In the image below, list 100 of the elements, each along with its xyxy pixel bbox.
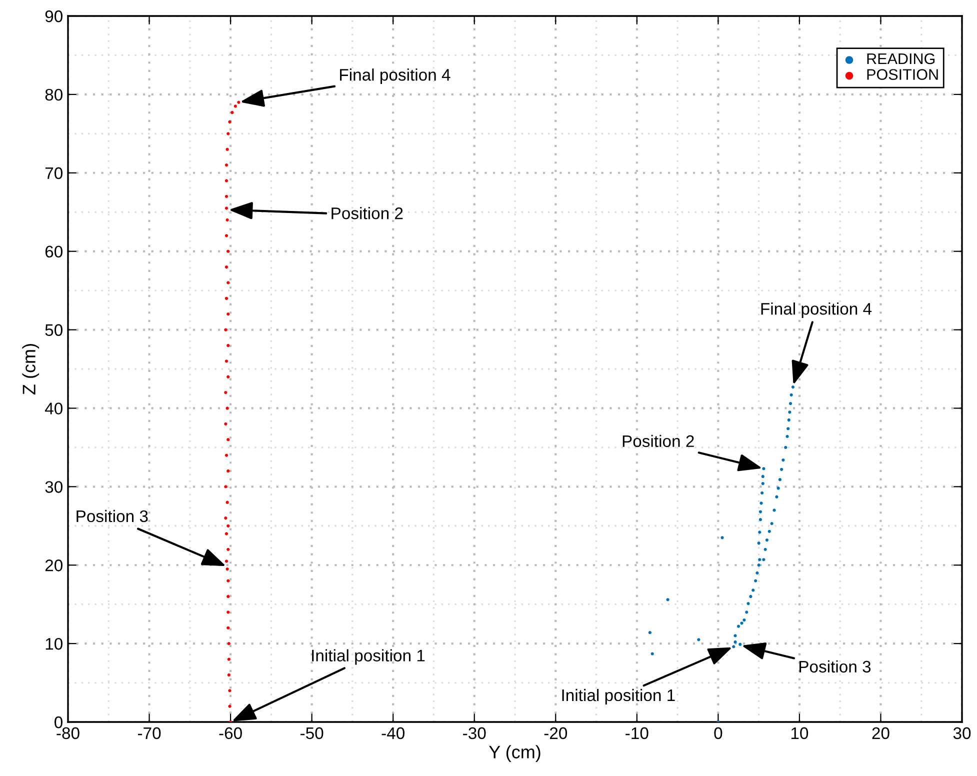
x-tick-label: -30 [463, 727, 486, 740]
x-tick-label: -60 [219, 727, 242, 740]
x-tick-label: -50 [300, 727, 324, 740]
point [762, 467, 766, 470]
legend-label: POSITION [867, 69, 938, 80]
point [237, 100, 240, 104]
point [226, 250, 230, 253]
point [762, 558, 766, 562]
point [224, 234, 228, 238]
point [788, 402, 792, 406]
x-tick-label: -80 [56, 727, 80, 740]
point [770, 522, 774, 526]
point [234, 104, 237, 108]
y-tick-label: 20 [45, 560, 62, 572]
point [782, 458, 785, 462]
point [224, 328, 228, 332]
point [224, 206, 228, 210]
x-tick-label: -20 [544, 727, 568, 740]
x-tick-label: 30 [953, 727, 971, 740]
point [227, 673, 230, 676]
point [754, 579, 758, 582]
point [224, 516, 228, 520]
point [749, 594, 752, 598]
point [788, 410, 792, 414]
point [758, 558, 762, 562]
annotation: Final position 4 [761, 302, 872, 318]
point [776, 486, 780, 490]
point [226, 469, 230, 473]
point [227, 642, 230, 646]
point [228, 120, 232, 124]
point [666, 598, 670, 602]
legend-label: READING [867, 53, 935, 64]
point [752, 588, 755, 592]
point [757, 542, 760, 545]
annotation: Position 3 [799, 660, 871, 673]
point [226, 626, 230, 630]
x-tick-label: -40 [382, 727, 404, 740]
point [224, 179, 228, 182]
point [224, 560, 228, 563]
point [228, 689, 232, 692]
point [758, 518, 762, 522]
point [224, 265, 228, 269]
point [226, 610, 230, 614]
y-tick-label: 40 [44, 402, 62, 414]
point [758, 510, 762, 514]
point [732, 645, 736, 648]
point [772, 508, 776, 512]
y-tick-label: 10 [46, 638, 62, 650]
point [786, 427, 790, 430]
point [226, 579, 230, 582]
point [738, 642, 742, 646]
x-tick-label: -10 [626, 727, 648, 740]
point [757, 564, 760, 567]
y-tick-label: 0 [54, 716, 62, 728]
x-tick-label: 10 [791, 727, 808, 740]
point [224, 532, 228, 536]
point [756, 571, 759, 575]
y-tick-label: 30 [45, 481, 62, 493]
point [736, 624, 740, 628]
point [224, 390, 228, 394]
point [650, 652, 654, 656]
point [786, 434, 789, 438]
annotation: Final position 4 [340, 68, 450, 84]
point [761, 482, 764, 486]
point [224, 422, 228, 426]
point [758, 530, 762, 534]
point [787, 418, 790, 422]
point [226, 375, 230, 378]
x-axis-title: Y (cm) [488, 745, 540, 762]
y-tick-label: 60 [45, 246, 62, 258]
point [697, 638, 700, 642]
point [745, 610, 748, 614]
point [226, 524, 230, 528]
point [791, 385, 795, 389]
point [227, 658, 230, 661]
x-tick-label: 0 [714, 727, 722, 740]
point [765, 538, 768, 542]
point [740, 622, 744, 625]
point [224, 360, 228, 363]
point [760, 491, 764, 494]
point [224, 296, 228, 300]
annotation: Position 2 [622, 434, 694, 448]
point [224, 163, 228, 167]
point [226, 548, 230, 551]
point [226, 218, 229, 222]
point [790, 393, 793, 396]
point [780, 468, 784, 471]
point [224, 485, 228, 488]
x-tick-label: 20 [872, 727, 890, 740]
annotation: Position 3 [76, 510, 148, 522]
point [778, 478, 782, 482]
point [775, 495, 778, 498]
point [226, 438, 230, 442]
point [226, 500, 229, 504]
point [228, 704, 232, 708]
point [230, 110, 234, 114]
point [226, 567, 229, 571]
point [720, 536, 724, 540]
point [734, 640, 737, 644]
point [734, 634, 737, 638]
